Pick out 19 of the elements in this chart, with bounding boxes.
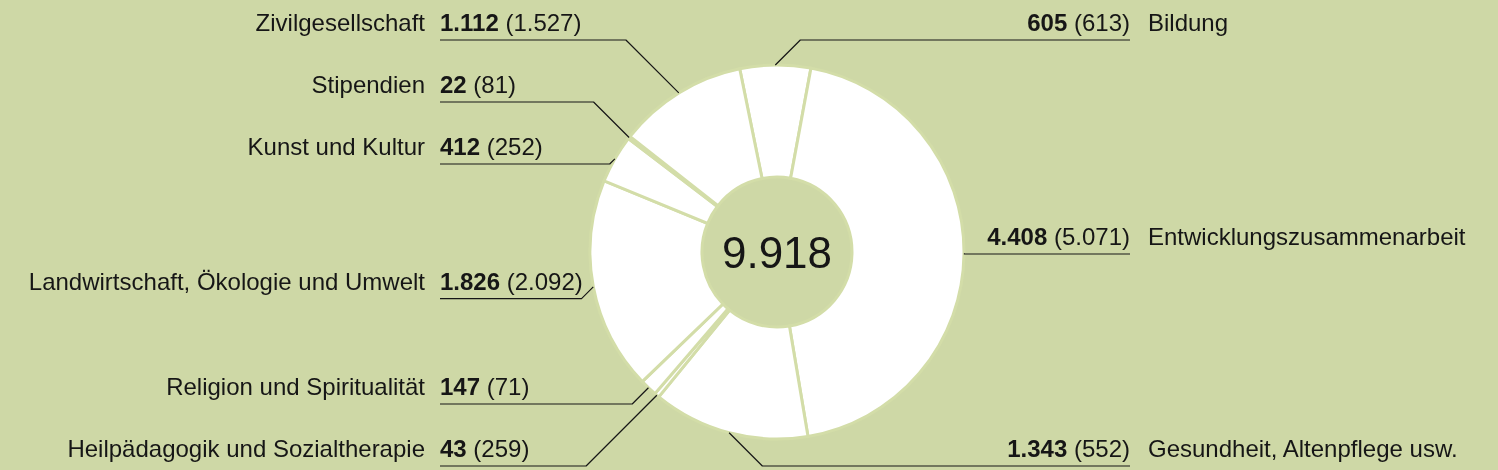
data-label: 4.408 (5.071) [987, 223, 1130, 251]
data-label: 1.343 (552) [1007, 435, 1130, 462]
data-label: 22 (81) [440, 71, 517, 98]
data-label: 412 (252) [440, 133, 543, 160]
slice-label: Entwicklungszusammenarbeit [1148, 223, 1466, 251]
slice-label: Bildung [1148, 9, 1229, 36]
slice-label: Kunst und Kultur [247, 133, 425, 160]
data-label: 1.826 (2.092) [440, 267, 583, 295]
data-label: 147 (71) [440, 373, 530, 400]
slice-label: Stipendien [311, 71, 425, 98]
data-label: 1.112 (1.527) [440, 9, 582, 36]
slice-label: Religion und Spiritualität [166, 373, 426, 400]
data-label: 605 (613) [1027, 9, 1130, 36]
text: 9.918 [721, 228, 833, 277]
slice-label: Zivilgesellschaft [255, 9, 426, 36]
data-label: 43 (259) [440, 435, 530, 462]
slice-label: Gesundheit, Altenpflege usw. [1148, 435, 1458, 462]
slice-label: Heilpädagogik und Sozialtherapie [67, 435, 425, 462]
slice-label: Landwirtschaft, Ökologie und Umwelt [28, 267, 426, 295]
